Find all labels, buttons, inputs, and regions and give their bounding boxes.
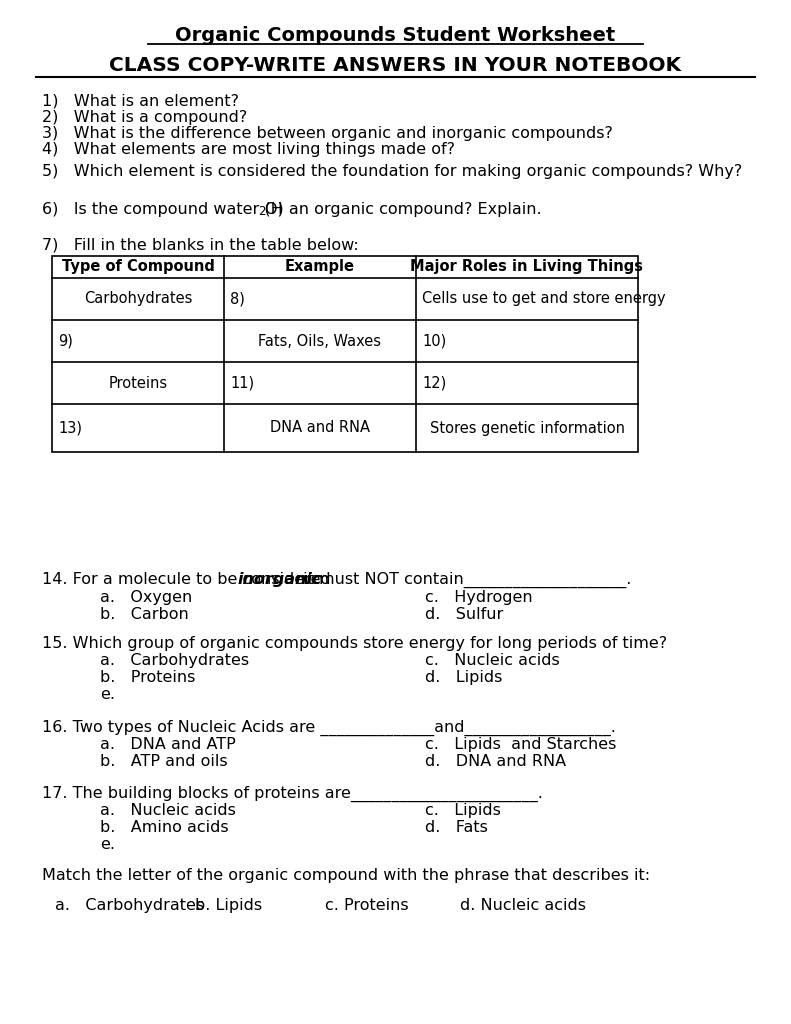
- Text: b.   Amino acids: b. Amino acids: [100, 820, 229, 835]
- Text: b.   Proteins: b. Proteins: [100, 670, 195, 685]
- Text: 17. The building blocks of proteins are_______________________.: 17. The building blocks of proteins are_…: [42, 786, 543, 802]
- Text: d.   Fats: d. Fats: [425, 820, 488, 835]
- Text: CLASS COPY-WRITE ANSWERS IN YOUR NOTEBOOK: CLASS COPY-WRITE ANSWERS IN YOUR NOTEBOO…: [109, 56, 682, 75]
- Text: 12): 12): [422, 376, 446, 390]
- Text: 1)   What is an element?: 1) What is an element?: [42, 94, 239, 109]
- Text: 3)   What is the difference between organic and inorganic compounds?: 3) What is the difference between organi…: [42, 126, 613, 141]
- Text: O) an organic compound? Explain.: O) an organic compound? Explain.: [265, 202, 542, 217]
- Bar: [52, 256, 638, 452]
- Text: it must NOT contain____________________.: it must NOT contain____________________.: [298, 572, 631, 588]
- Text: c.   Hydrogen: c. Hydrogen: [425, 590, 532, 605]
- Text: Proteins: Proteins: [108, 376, 168, 390]
- Text: c.   Lipids: c. Lipids: [425, 803, 501, 818]
- Text: 8): 8): [230, 292, 245, 306]
- Text: c. Proteins: c. Proteins: [325, 898, 409, 913]
- Text: Cells use to get and store energy: Cells use to get and store energy: [422, 292, 665, 306]
- Text: 13): 13): [58, 421, 82, 435]
- Text: b.   ATP and oils: b. ATP and oils: [100, 754, 228, 769]
- Text: d.   DNA and RNA: d. DNA and RNA: [425, 754, 566, 769]
- Text: b.   Carbon: b. Carbon: [100, 607, 189, 622]
- Text: a.   Carbohydrates: a. Carbohydrates: [55, 898, 204, 913]
- Text: b. Lipids: b. Lipids: [195, 898, 262, 913]
- Text: 6)   Is the compound water (H: 6) Is the compound water (H: [42, 202, 282, 217]
- Text: 5)   Which element is considered the foundation for making organic compounds? Wh: 5) Which element is considered the found…: [42, 164, 742, 179]
- Text: inorganic: inorganic: [237, 572, 321, 587]
- Text: a.   Oxygen: a. Oxygen: [100, 590, 192, 605]
- Text: Carbohydrates: Carbohydrates: [84, 292, 192, 306]
- Text: 16. Two types of Nucleic Acids are ______________and__________________.: 16. Two types of Nucleic Acids are _____…: [42, 720, 616, 736]
- Text: 2: 2: [258, 205, 266, 218]
- Text: e.: e.: [100, 837, 115, 852]
- Text: 14. For a molecule to be considered: 14. For a molecule to be considered: [42, 572, 335, 587]
- Text: 2)   What is a compound?: 2) What is a compound?: [42, 110, 248, 125]
- Text: Type of Compound: Type of Compound: [62, 259, 214, 274]
- Text: a.   DNA and ATP: a. DNA and ATP: [100, 737, 236, 752]
- Text: Organic Compounds Student Worksheet: Organic Compounds Student Worksheet: [176, 26, 615, 45]
- Text: a.   Nucleic acids: a. Nucleic acids: [100, 803, 236, 818]
- Text: Match the letter of the organic compound with the phrase that describes it:: Match the letter of the organic compound…: [42, 868, 650, 883]
- Text: 9): 9): [58, 334, 73, 348]
- Text: 11): 11): [230, 376, 254, 390]
- Text: 4)   What elements are most living things made of?: 4) What elements are most living things …: [42, 142, 455, 157]
- Text: d.   Lipids: d. Lipids: [425, 670, 502, 685]
- Text: 15. Which group of organic compounds store energy for long periods of time?: 15. Which group of organic compounds sto…: [42, 636, 667, 651]
- Text: Fats, Oils, Waxes: Fats, Oils, Waxes: [259, 334, 381, 348]
- Text: a.   Carbohydrates: a. Carbohydrates: [100, 653, 249, 668]
- Text: DNA and RNA: DNA and RNA: [270, 421, 370, 435]
- Text: d.   Sulfur: d. Sulfur: [425, 607, 503, 622]
- Text: e.: e.: [100, 687, 115, 702]
- Text: d. Nucleic acids: d. Nucleic acids: [460, 898, 586, 913]
- Text: 10): 10): [422, 334, 446, 348]
- Text: Major Roles in Living Things: Major Roles in Living Things: [411, 259, 644, 274]
- Text: Stores genetic information: Stores genetic information: [430, 421, 625, 435]
- Text: c.   Nucleic acids: c. Nucleic acids: [425, 653, 560, 668]
- Text: 7)   Fill in the blanks in the table below:: 7) Fill in the blanks in the table below…: [42, 238, 359, 253]
- Text: c.   Lipids  and Starches: c. Lipids and Starches: [425, 737, 616, 752]
- Text: Example: Example: [285, 259, 355, 274]
